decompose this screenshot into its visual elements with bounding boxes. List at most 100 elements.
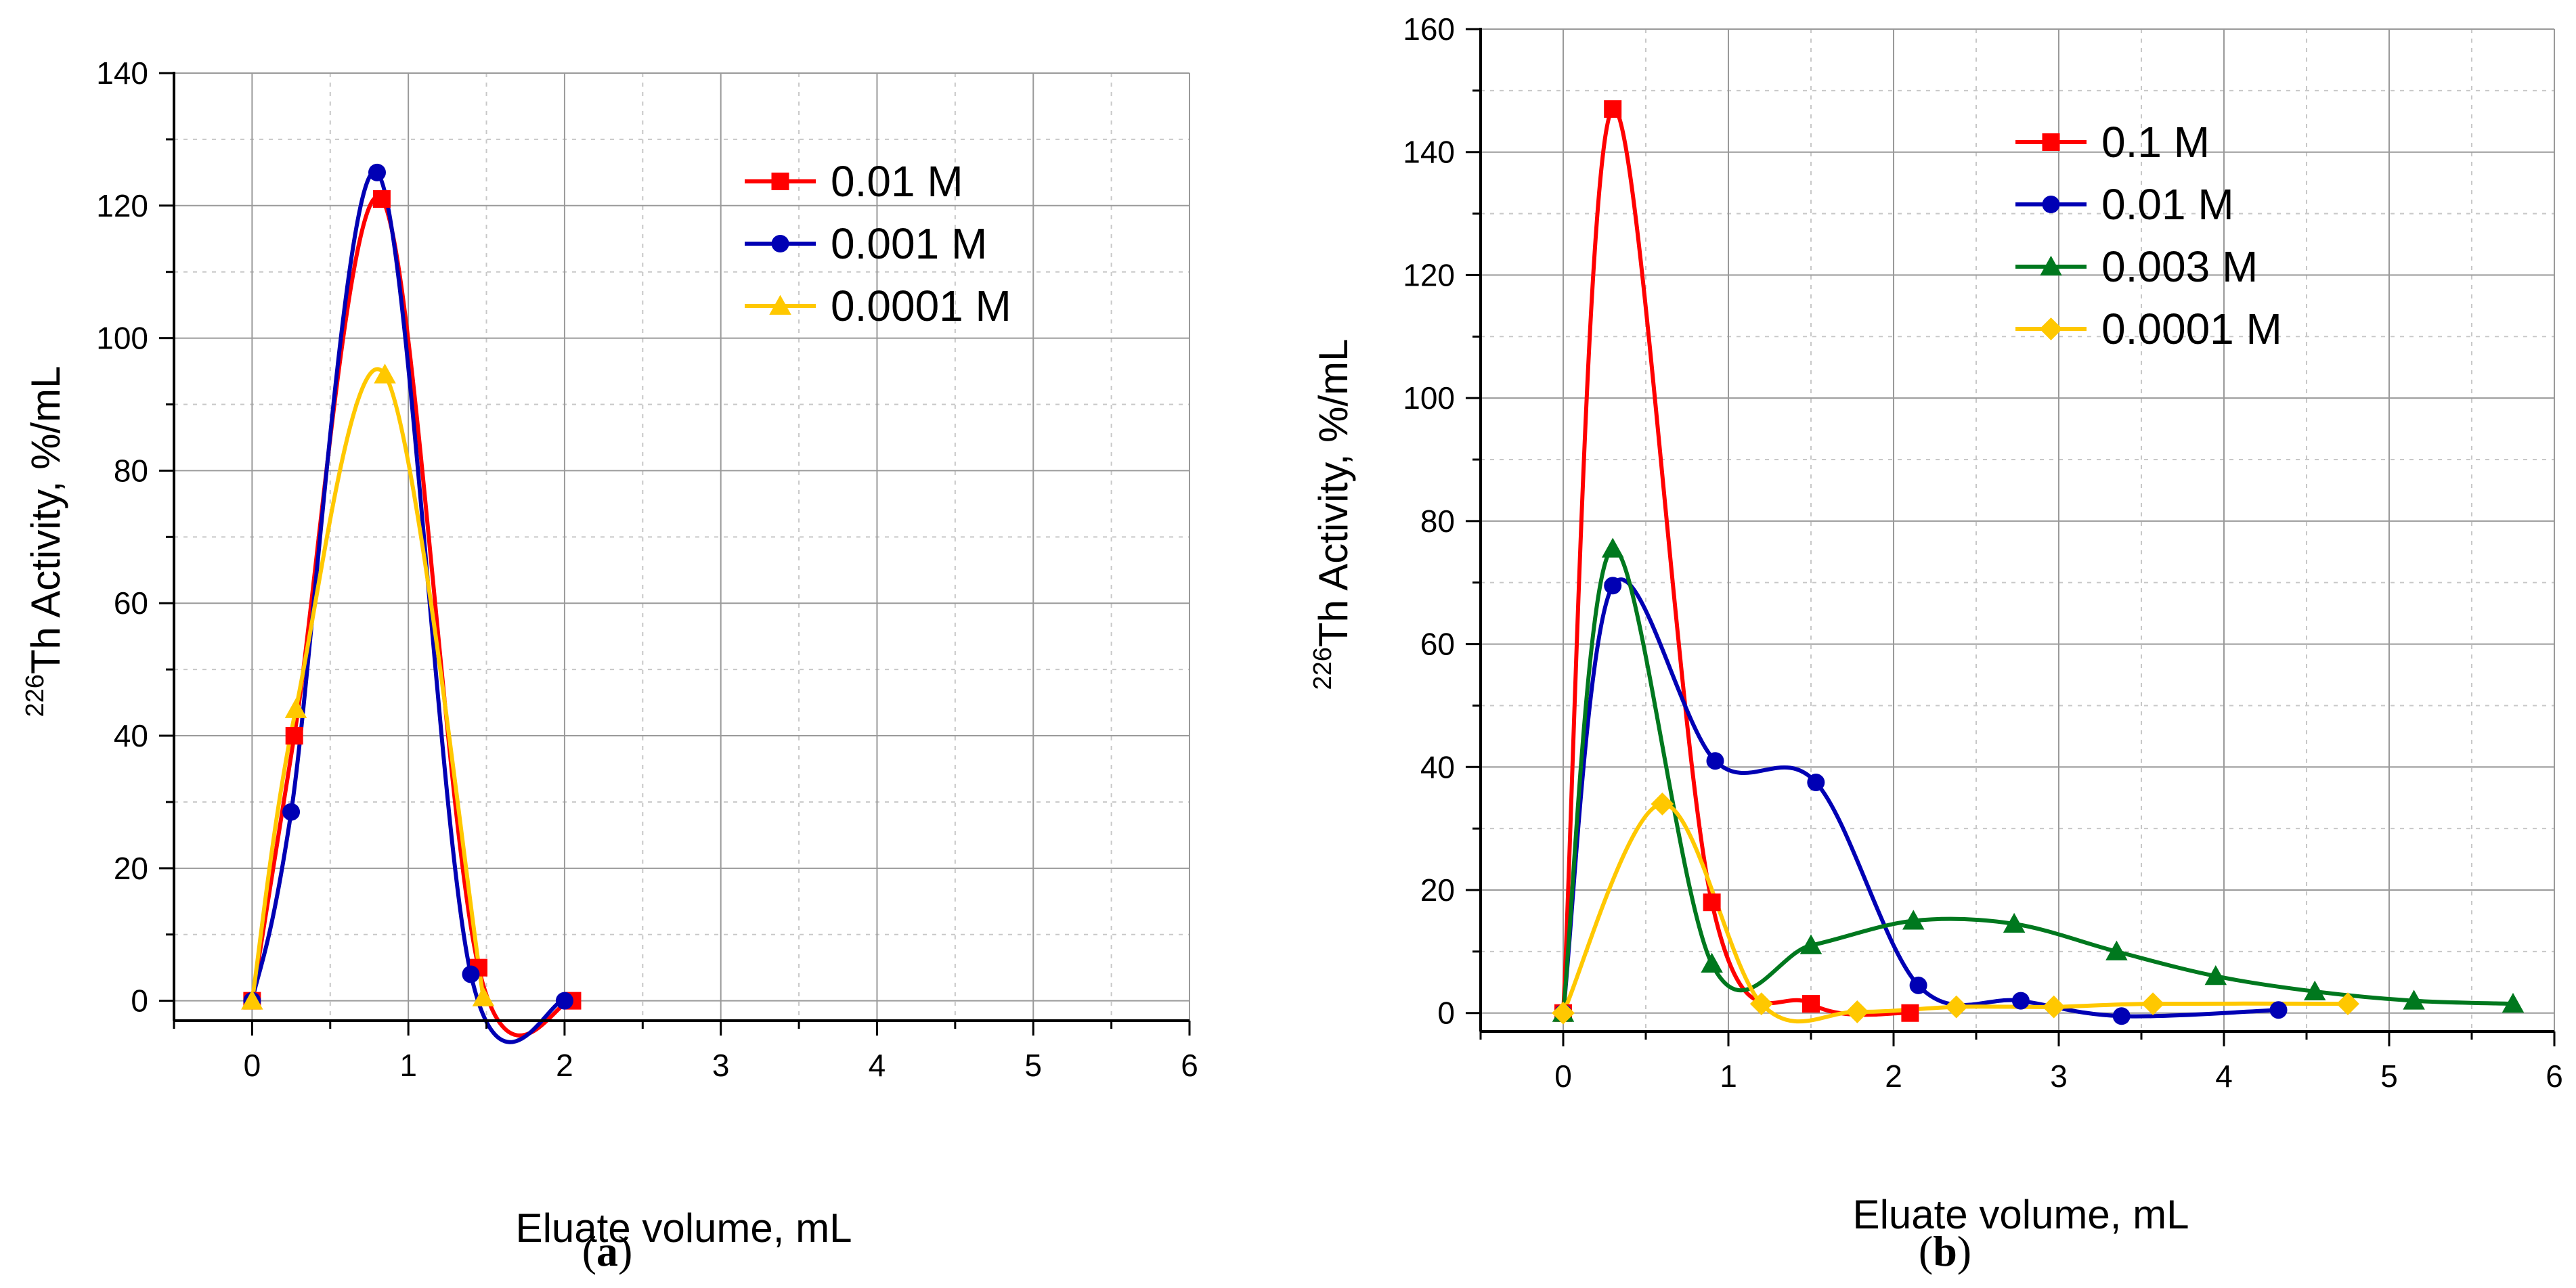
y-tick-label: 120	[1403, 257, 1455, 292]
data-point	[1651, 792, 1674, 816]
data-point	[1601, 537, 1624, 558]
data-point	[1901, 1004, 1919, 1022]
legend-marker	[771, 235, 789, 252]
x-tick-label: 0	[244, 1048, 261, 1083]
y-tick-label: 160	[1403, 12, 1455, 47]
legend-marker	[2039, 317, 2063, 340]
legend-marker	[2042, 133, 2060, 151]
data-point	[284, 698, 307, 718]
x-tick-label: 5	[1024, 1048, 1042, 1083]
data-point	[2502, 992, 2525, 1013]
panel-label-b: (b)	[1919, 1227, 1971, 1275]
y-tick-label: 20	[1420, 872, 1455, 908]
legend-label: 0.0001 M	[2101, 305, 2282, 353]
data-point	[1604, 100, 1622, 118]
legend-label: 0.01 M	[2101, 180, 2234, 229]
y-tick-label: 0	[131, 983, 148, 1019]
legend-marker	[769, 294, 791, 315]
legend-b: 0.1 M 0.01 M 0.003 M 0.0001 M	[2015, 118, 2282, 353]
data-point	[1706, 752, 1724, 770]
y-tick-label: 20	[114, 851, 148, 886]
data-point	[285, 727, 303, 745]
x-tick-label: 3	[712, 1048, 730, 1083]
y-axis-title-b: 226Th Activity, %/mL	[1309, 338, 1356, 690]
data-point	[1902, 910, 1925, 930]
y-tick-label: 80	[114, 453, 148, 488]
panel-label-a: (a)	[582, 1227, 633, 1275]
legend-label: 0.003 M	[2101, 242, 2258, 291]
data-point	[2112, 1007, 2131, 1025]
curves-b	[1561, 107, 2514, 1024]
data-point	[374, 363, 396, 384]
data-point	[2141, 992, 2164, 1016]
data-point	[2303, 980, 2326, 1000]
data-point	[241, 990, 263, 1010]
data-point	[555, 992, 573, 1010]
data-point	[1944, 995, 1968, 1019]
data-point	[1799, 934, 1822, 954]
data-point	[2042, 995, 2066, 1019]
y-axis-title-sup-a: 226	[21, 674, 49, 717]
data-point	[1909, 976, 1927, 994]
x-axis-title-b: Eluate volume, mL	[1853, 1192, 2189, 1237]
y-axis-title-text-b: Th Activity, %/mL	[1311, 338, 1356, 647]
markers-b	[1552, 100, 2525, 1025]
series-line	[250, 367, 485, 1002]
data-point	[372, 190, 391, 208]
legend-label: 0.1 M	[2101, 118, 2210, 166]
x-tick-label: 4	[2215, 1059, 2233, 1094]
y-axis-title-text-a: Th Activity, %/mL	[23, 365, 68, 674]
x-tick-label: 2	[1885, 1059, 1902, 1094]
y-tick-label: 120	[96, 188, 148, 223]
data-point	[1604, 577, 1622, 595]
data-point	[368, 163, 386, 181]
y-axis-title-sup-b: 226	[1309, 647, 1337, 690]
legend-label: 0.0001 M	[831, 282, 1011, 330]
y-tick-label: 100	[96, 321, 148, 356]
legend-marker	[2040, 255, 2062, 275]
data-point	[1802, 995, 1820, 1013]
y-tick-label: 60	[114, 585, 148, 621]
data-point	[1749, 992, 1773, 1016]
data-point	[462, 965, 480, 983]
legend-label: 0.001 M	[831, 219, 987, 268]
data-point	[2204, 964, 2227, 985]
x-tick-label: 4	[869, 1048, 886, 1083]
y-axis-title-a: 226Th Activity, %/mL	[21, 365, 68, 717]
y-tick-label: 80	[1420, 504, 1455, 539]
data-point	[2336, 992, 2359, 1016]
data-point	[2403, 990, 2425, 1010]
grid-b	[1480, 28, 2555, 1031]
legend-marker	[771, 173, 789, 190]
axes-a	[159, 72, 1191, 1036]
curves-a	[250, 169, 573, 1044]
data-point	[1807, 774, 1825, 792]
x-tick-label: 2	[556, 1048, 573, 1083]
x-tick-label: 1	[399, 1048, 417, 1083]
markers-a	[241, 163, 582, 1010]
data-point	[1846, 1000, 1869, 1023]
data-point	[1703, 893, 1721, 912]
legend-a: 0.01 M 0.001 M 0.0001 M	[745, 157, 1011, 330]
x-tick-label: 3	[2050, 1059, 2068, 1094]
y-tick-label: 140	[1403, 135, 1455, 170]
data-point	[2269, 1001, 2288, 1019]
data-point	[2105, 940, 2128, 960]
x-tick-label: 6	[2546, 1059, 2563, 1094]
data-point	[282, 803, 301, 821]
axes-b	[1466, 28, 2556, 1046]
x-axis-title-a: Eluate volume, mL	[516, 1205, 852, 1251]
y-tick-label: 0	[1437, 996, 1455, 1031]
x-tick-label: 1	[1720, 1059, 1737, 1094]
series-line	[1561, 546, 2514, 1014]
data-point	[1701, 952, 1723, 973]
data-point	[2003, 912, 2026, 933]
grid-a	[173, 72, 1190, 1021]
y-tick-label: 40	[114, 718, 148, 753]
x-tick-label: 5	[2380, 1059, 2398, 1094]
data-point	[1552, 1001, 1575, 1025]
y-tick-label: 140	[96, 55, 148, 91]
